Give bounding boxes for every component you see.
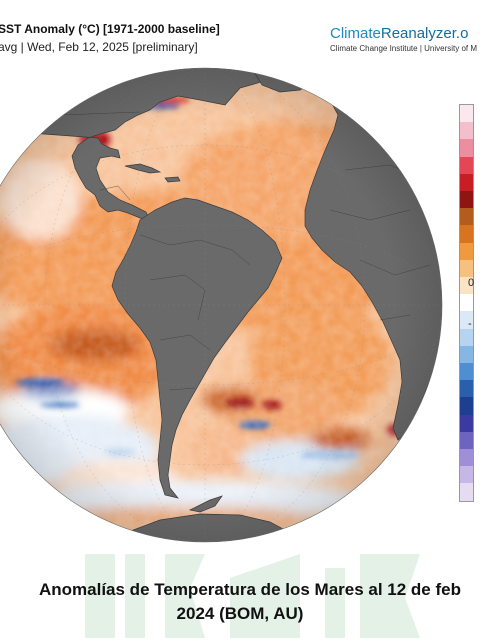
colorbar-segment [460, 225, 473, 243]
colorbar-segment [460, 380, 473, 398]
colorbar [459, 104, 474, 502]
map-header: SST Anomaly (°C) [1971-2000 baseline] av… [0, 22, 250, 54]
colorbar-segment [460, 242, 473, 260]
colorbar-label-negative: - [468, 318, 472, 330]
brand-name: ClimateReanalyzer.o [330, 25, 477, 42]
colorbar-segment [460, 294, 473, 312]
colorbar-label-zero: 0 [468, 277, 475, 289]
globe-svg [0, 67, 443, 543]
sst-field [0, 68, 442, 542]
colorbar-segment [460, 173, 473, 192]
map-title: SST Anomaly (°C) [1971-2000 baseline] [0, 22, 220, 36]
colorbar-segment [460, 311, 473, 329]
image-caption: Anomalías de Temperatura de los Mares al… [0, 578, 480, 626]
colorbar-segment [460, 328, 473, 346]
colorbar-segment [460, 277, 473, 295]
colorbar-segment [460, 449, 473, 467]
globe-map [0, 60, 450, 550]
colorbar-segment [460, 139, 473, 157]
colorbar-segment [460, 345, 473, 364]
colorbar-segment [460, 191, 473, 209]
colorbar-segment [460, 414, 473, 432]
colorbar-segment [460, 466, 473, 484]
caption-line-2: 2024 (BOM, AU) [176, 604, 304, 623]
colorbar-segment [460, 483, 473, 501]
watermark-svg [85, 554, 420, 638]
background-watermark [0, 548, 480, 640]
colorbar-segment [460, 259, 473, 278]
colorbar-segment [460, 397, 473, 415]
brand-subtitle: Climate Change Institute | University of… [330, 44, 478, 53]
brand-logo[interactable]: ClimateReanalyzer.o Climate Change Insti… [330, 25, 477, 53]
map-subtitle: avg | Wed, Feb 12, 2025 [preliminary] [0, 40, 198, 54]
colorbar-segment [460, 105, 473, 123]
brand-name-part-b: Reanalyzer.o [380, 25, 469, 42]
brand-name-part-a: Climate [330, 25, 381, 42]
colorbar-segment [460, 363, 473, 381]
caption-line-1: Anomalías de Temperatura de los Mares al… [38, 580, 461, 599]
globe-outline [0, 67, 443, 543]
colorbar-segment [460, 156, 473, 174]
colorbar-segment [460, 431, 473, 450]
colorbar-segment [460, 122, 473, 140]
colorbar-segment [460, 208, 473, 226]
